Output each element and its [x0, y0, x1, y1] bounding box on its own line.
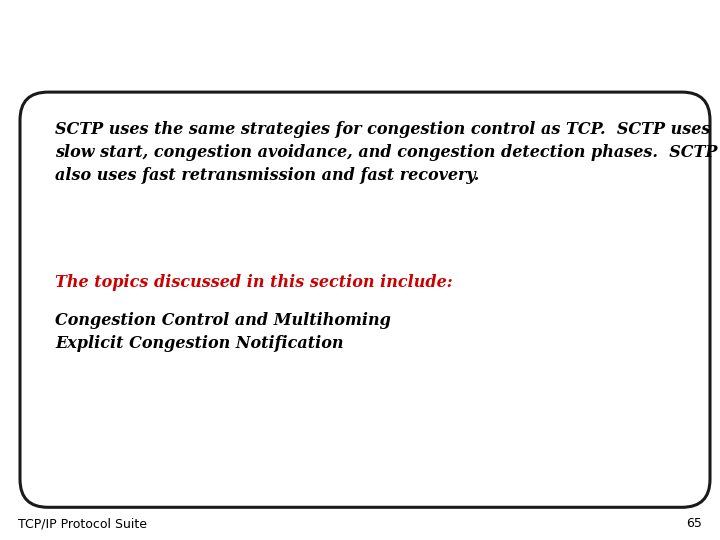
FancyBboxPatch shape — [20, 92, 710, 507]
Text: 13.8   CONGESTION CONTROL: 13.8 CONGESTION CONTROL — [18, 19, 618, 52]
Text: The topics discussed in this section include:: The topics discussed in this section inc… — [55, 274, 453, 291]
Text: also uses fast retransmission and fast recovery.: also uses fast retransmission and fast r… — [55, 167, 480, 184]
Text: Congestion Control and Multihoming: Congestion Control and Multihoming — [55, 312, 391, 329]
Text: slow start, congestion avoidance, and congestion detection phases.  SCTP: slow start, congestion avoidance, and co… — [55, 144, 717, 161]
Text: TCP/IP Protocol Suite: TCP/IP Protocol Suite — [18, 517, 147, 530]
Text: Explicit Congestion Notification: Explicit Congestion Notification — [55, 335, 343, 352]
Text: SCTP uses the same strategies for congestion control as TCP.  SCTP uses: SCTP uses the same strategies for conges… — [55, 121, 711, 138]
Text: 65: 65 — [686, 517, 702, 530]
